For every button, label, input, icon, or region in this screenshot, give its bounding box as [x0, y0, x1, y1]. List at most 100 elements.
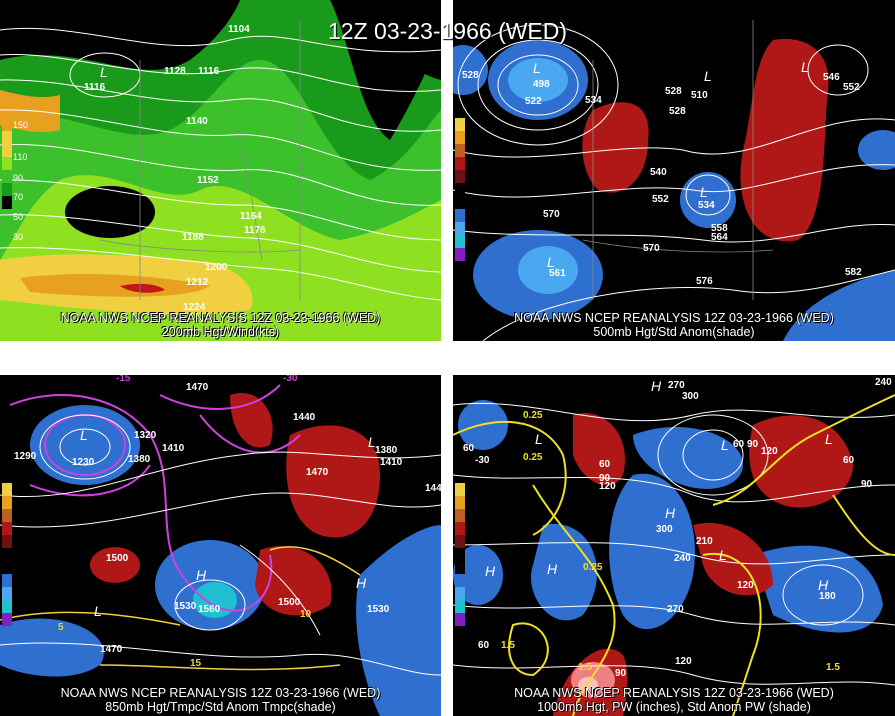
- contour-label: 1500: [106, 553, 129, 564]
- contour-label: 558: [711, 223, 728, 234]
- contour-label: 540: [650, 167, 667, 178]
- contour-label: 270: [667, 604, 684, 615]
- caption-line2: 200mb Hgt/Wind(kts): [161, 325, 280, 339]
- contour-label: 1440: [293, 412, 316, 423]
- legend-label: 30: [13, 232, 24, 242]
- contour-label: 60: [599, 459, 611, 470]
- caption-line1: NOAA NWS NCEP REANALYSIS 12Z 03-23-1966 …: [60, 686, 381, 700]
- contour-label: 60: [478, 640, 490, 651]
- low-marker: L: [94, 603, 102, 619]
- contour-label: 510: [691, 90, 708, 101]
- contour-label: 564: [711, 232, 728, 243]
- caption-line2: 500mb Hgt/Std Anom(shade): [593, 325, 755, 339]
- colorbar-1000mb: [455, 483, 465, 626]
- map-1000mb: [453, 375, 895, 716]
- contour-label: 240: [674, 553, 691, 564]
- contour-label: 1440: [425, 483, 441, 494]
- contour-label: 552: [843, 82, 860, 93]
- contour-label: 180: [819, 591, 836, 602]
- contour-label: 528: [669, 106, 686, 117]
- contour-label: 528: [462, 70, 479, 81]
- contour-label: 1410: [380, 457, 403, 468]
- temp-label: -15: [116, 375, 131, 384]
- contour-label: 1212: [186, 277, 209, 288]
- low-marker: L: [535, 431, 543, 447]
- high-marker: H: [651, 378, 662, 394]
- contour-label: 1530: [367, 604, 390, 615]
- low-marker: L: [825, 431, 833, 447]
- caption-line1: NOAA NWS NCEP REANALYSIS 12Z 03-23-1966 …: [514, 686, 834, 700]
- contour-label: 60: [463, 443, 475, 454]
- high-marker: H: [196, 567, 207, 583]
- high-marker: H: [547, 561, 558, 577]
- contour-label: 570: [543, 209, 560, 220]
- high-marker: H: [485, 563, 496, 579]
- contour-label: 570: [643, 243, 660, 254]
- contour-label: 1224: [183, 302, 206, 313]
- legend-label: 50: [13, 212, 24, 222]
- contour-label: 534: [585, 95, 602, 106]
- panel-200mb: 150 110 90 70 50 30 1104 1116 L 1128 111…: [0, 0, 441, 341]
- contour-label: 120: [675, 656, 692, 667]
- contour-label: 90: [861, 479, 873, 490]
- caption-line1: NOAA NWS NCEP REANALYSIS 12Z 03-23-1966 …: [514, 311, 834, 325]
- temp-label: 10: [300, 609, 312, 620]
- caption-line1: NOAA NWS NCEP REANALYSIS 12Z 03-23-1966 …: [60, 311, 381, 325]
- contour-label: 1176: [244, 225, 266, 236]
- contour-label: 576: [696, 276, 713, 287]
- contour-label: 1104: [228, 24, 250, 35]
- contour-label: 1188: [182, 232, 204, 243]
- panel-850mb: 1290 1230 L 1320 1380 1410 1470 1440 138…: [0, 375, 441, 716]
- low-marker: L: [721, 437, 729, 453]
- contour-label: 1128: [164, 66, 186, 77]
- contour-label: 522: [525, 96, 542, 107]
- legend-label: 150: [13, 120, 29, 130]
- contour-label: 300: [682, 391, 699, 402]
- low-marker: L: [100, 64, 108, 80]
- legend-label: 110: [13, 152, 28, 162]
- low-label: 534: [698, 200, 715, 211]
- contour-label: 1152: [197, 175, 219, 186]
- pw-label: 1.5: [578, 662, 592, 673]
- map-850mb: [0, 375, 441, 716]
- contour-label: 90: [615, 668, 627, 679]
- caption-line2: 850mb Hgt/Tmpc/Std Anom Tmpc(shade): [105, 700, 336, 714]
- contour-label: 1116: [84, 82, 106, 93]
- contour-label: 300: [656, 524, 673, 535]
- contour-label: 552: [652, 194, 669, 205]
- contour-label: 1200: [205, 262, 228, 273]
- low-label: 561: [549, 268, 566, 279]
- contour-label: 1470: [186, 382, 209, 393]
- contour-label: 60: [733, 439, 745, 450]
- map-200mb: [0, 0, 441, 341]
- contour-label: 1470: [100, 644, 123, 655]
- contour-label: -30: [475, 455, 490, 466]
- pw-label: 1.5: [501, 640, 515, 651]
- high-marker: H: [665, 505, 676, 521]
- caption-line2: 1000mb Hgt, PW (inches), Std Anom PW (sh…: [537, 700, 811, 714]
- high-marker: H: [818, 577, 829, 593]
- low-marker: L: [700, 184, 708, 200]
- contour-label: 120: [737, 580, 754, 591]
- contour-label: 90: [599, 473, 611, 484]
- contour-label: 1530: [174, 601, 197, 612]
- low-marker: L: [719, 547, 727, 563]
- low-marker: L: [368, 434, 376, 450]
- contour-label: 1560: [198, 604, 221, 615]
- contour-label: 120: [761, 446, 778, 457]
- legend-label: 90: [13, 173, 24, 183]
- contour-label: 1164: [240, 211, 262, 222]
- contour-label: 240: [875, 377, 892, 388]
- contour-label: 1380: [128, 454, 151, 465]
- contour-label: 90: [747, 439, 759, 450]
- pw-label: 0.25: [583, 562, 603, 573]
- contour-label: 582: [845, 267, 862, 278]
- contour-label: 1500: [278, 597, 301, 608]
- contour-label: 546: [823, 72, 840, 83]
- contour-label: 120: [599, 481, 616, 492]
- colorbar-850mb: [2, 483, 12, 626]
- colorbar-200mb: [2, 118, 12, 209]
- panel-1000mb: 270 300 H 240 60 90 120 L L 60 90 60 -30…: [453, 375, 895, 716]
- contour-label: 1116: [198, 66, 220, 77]
- low-marker: L: [547, 254, 555, 270]
